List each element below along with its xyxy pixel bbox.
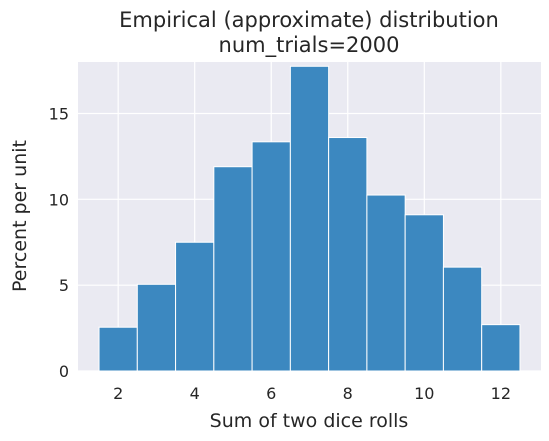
x-tick-label: 12 (491, 384, 511, 403)
histogram-bar (251, 141, 291, 372)
y-tick-label: 5 (59, 276, 69, 295)
histogram-bar (213, 166, 253, 372)
histogram-bar (366, 194, 406, 372)
x-tick-label: 2 (113, 384, 123, 403)
x-tick-label: 10 (414, 384, 434, 403)
y-tick-label: 0 (59, 362, 69, 381)
chart-title-line-1: Empirical (approximate) distribution (119, 8, 499, 32)
histogram-bar (98, 326, 138, 372)
bars (98, 65, 521, 372)
y-tick-label: 10 (49, 190, 69, 209)
y-tick-label: 15 (49, 105, 69, 124)
y-axis-label: Percent per unit (9, 140, 31, 292)
histogram-bar (136, 283, 177, 372)
chart-title-line-2: num_trials=2000 (219, 33, 400, 58)
x-tick-label: 8 (343, 384, 353, 403)
histogram-bar (328, 137, 368, 372)
histogram-bar (175, 241, 215, 372)
x-axis-label: Sum of two dice rolls (210, 410, 409, 432)
x-tick-label: 4 (190, 384, 200, 403)
x-tick-labels: 2 4 6 8 10 12 (113, 384, 511, 403)
histogram-bar (481, 324, 521, 372)
histogram-bar (404, 214, 444, 372)
x-tick-label: 6 (266, 384, 276, 403)
histogram-bar (442, 266, 483, 372)
y-tick-labels: 0 5 10 15 (49, 105, 69, 382)
histogram-bar (289, 65, 330, 372)
